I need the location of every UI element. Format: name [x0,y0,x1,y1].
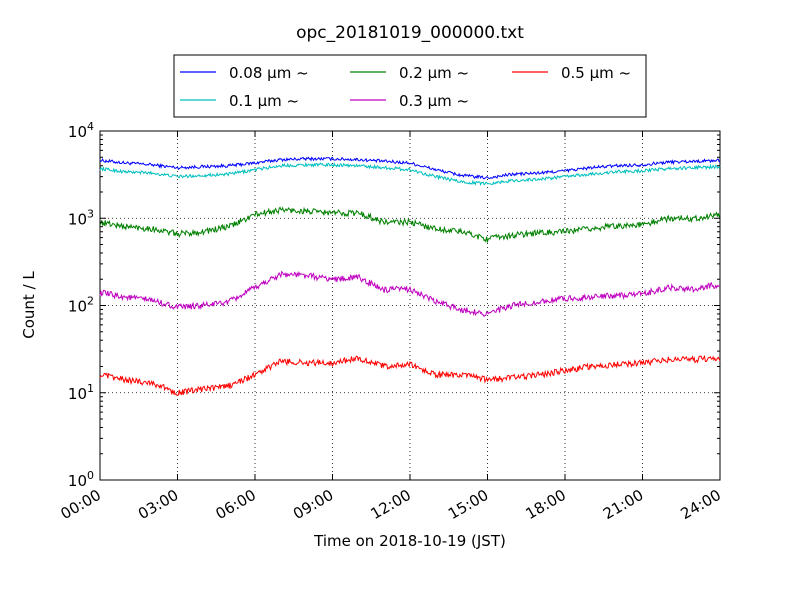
y-tick-label: 103 [68,207,94,228]
series-line [99,161,721,187]
y-axis-label: Count / L [20,271,38,339]
series-line [99,270,721,318]
y-tick-label: 101 [68,382,94,403]
grid [100,131,720,480]
y-tick-label: 102 [68,295,94,316]
chart-title: opc_20181019_000000.txt [296,23,524,43]
y-tick-label: 100 [68,469,94,490]
series-line [99,206,721,244]
legend-label: 0.1 μm ~ [229,92,299,110]
legend-label: 0.08 μm ~ [229,64,309,82]
x-axis-label: Time on 2018-10-19 (JST) [313,532,506,550]
series-line [99,354,721,396]
series-layer [99,156,721,396]
y-tick-label: 104 [68,120,94,141]
series-line [99,156,720,180]
legend-label: 0.3 μm ~ [399,92,469,110]
legend: 0.08 μm ~ 0.2 μm ~ 0.5 μm ~ 0.1 μm ~ 0.3 μm … [173,54,647,118]
legend-box [173,54,647,118]
legend-label: 0.2 μm ~ [399,64,469,82]
legend-label: 0.5 μm ~ [561,64,631,82]
